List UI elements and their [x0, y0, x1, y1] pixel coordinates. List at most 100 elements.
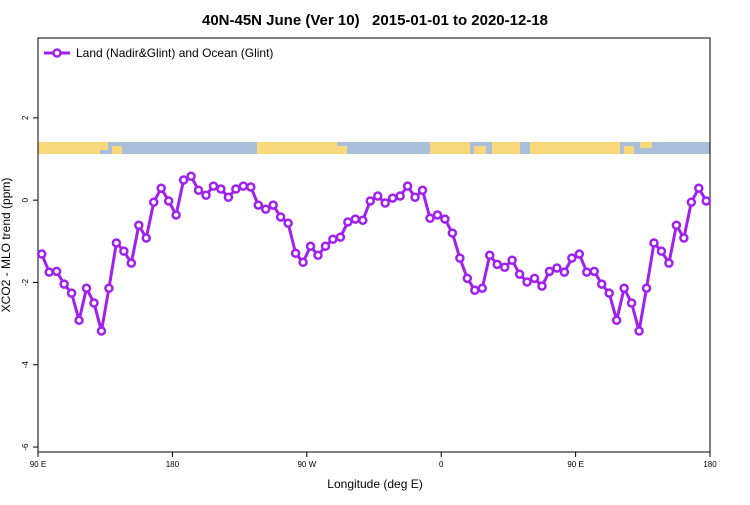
data-point — [298, 257, 308, 268]
data-point — [253, 200, 264, 210]
data-point — [111, 238, 122, 248]
data-point — [358, 215, 368, 226]
data-point — [246, 182, 256, 192]
data-point — [104, 283, 114, 293]
data-point — [216, 184, 226, 194]
data-point — [447, 228, 458, 238]
y-tick-label: -2 — [21, 278, 30, 286]
data-point — [178, 175, 189, 185]
data-point — [529, 273, 540, 284]
y-tick-label: -4 — [21, 361, 30, 369]
legend-marker — [52, 48, 62, 58]
data-point — [380, 198, 390, 208]
x-tick-label: 90 W — [297, 460, 316, 469]
data-point — [634, 326, 644, 336]
y-axis-label: XCO2 - MLO trend (ppm) — [0, 178, 13, 313]
data-point — [679, 233, 689, 243]
data-point — [477, 283, 488, 293]
data-point — [641, 283, 652, 293]
data-point — [201, 190, 211, 200]
data-point — [119, 246, 129, 256]
data-point — [260, 204, 271, 214]
data-point — [141, 233, 152, 243]
data-point — [462, 273, 473, 284]
x-axis-label: Longitude (deg E) — [327, 477, 422, 491]
data-point — [701, 196, 712, 206]
data-point — [395, 191, 405, 201]
data-point — [320, 241, 331, 251]
y-tick-label: 0 — [21, 197, 30, 202]
data-point — [171, 210, 181, 220]
data-point — [290, 248, 301, 258]
x-tick-label: 180 — [703, 460, 717, 469]
y-tick-label: 2 — [21, 115, 30, 120]
data-point — [350, 214, 361, 224]
x-tick-label: 90 E — [30, 460, 46, 469]
data-point — [417, 185, 428, 196]
legend-label: Land (Nadir&Glint) and Ocean (Glint) — [76, 46, 273, 60]
data-point — [275, 212, 286, 222]
x-tick-label: 90 E — [567, 460, 583, 469]
data-point — [522, 277, 532, 287]
data-point — [66, 288, 77, 298]
data-point — [268, 200, 278, 210]
data-point — [559, 267, 570, 277]
data-point — [455, 253, 465, 263]
data-point — [589, 266, 600, 277]
data-point — [582, 267, 592, 277]
data-point — [238, 181, 249, 191]
surface-strip — [38, 142, 710, 154]
data-point — [537, 281, 547, 291]
data-point — [283, 218, 293, 228]
data-point — [425, 213, 435, 224]
data-point — [619, 283, 629, 293]
data-point — [365, 196, 376, 206]
data-point — [626, 298, 637, 308]
data-point — [611, 315, 622, 326]
data-point — [694, 183, 704, 193]
data-point — [402, 181, 413, 191]
data-point — [89, 298, 99, 308]
data-point — [208, 181, 219, 191]
data-point — [484, 250, 495, 261]
data-point — [656, 246, 667, 256]
data-point — [59, 279, 69, 289]
data-point — [163, 196, 174, 206]
data-point — [51, 266, 62, 277]
data-point — [328, 234, 338, 244]
plot-frame — [37, 37, 711, 453]
data-point — [193, 185, 204, 196]
data-point — [552, 263, 562, 273]
data-point — [156, 183, 166, 193]
data-point — [96, 326, 107, 336]
data-point — [686, 197, 697, 207]
chart-title: 40N-45N June (Ver 10) 2015-01-01 to 2020… — [202, 12, 548, 29]
data-point — [432, 210, 443, 220]
x-tick-label: 0 — [439, 460, 444, 469]
data-point — [410, 192, 420, 203]
data-point — [335, 232, 346, 242]
data-point — [596, 279, 607, 289]
data-point — [231, 184, 241, 194]
data-point — [492, 259, 502, 270]
data-point — [81, 283, 92, 293]
data-point — [671, 220, 682, 230]
data-point — [36, 249, 47, 259]
data-point — [186, 171, 196, 182]
data-point — [507, 255, 517, 265]
data-point — [649, 238, 659, 248]
y-tick-label: -6 — [21, 443, 30, 451]
data-point — [567, 253, 577, 263]
data-point — [440, 214, 450, 224]
data-point — [499, 262, 510, 272]
data-point — [574, 249, 585, 259]
data-point — [514, 269, 525, 279]
data-point — [604, 288, 614, 298]
x-tick-label: 180 — [166, 460, 180, 469]
data-point — [372, 191, 383, 201]
data-point — [134, 220, 144, 230]
data-point — [74, 315, 84, 326]
data-point — [126, 258, 137, 268]
data-point — [148, 197, 159, 207]
